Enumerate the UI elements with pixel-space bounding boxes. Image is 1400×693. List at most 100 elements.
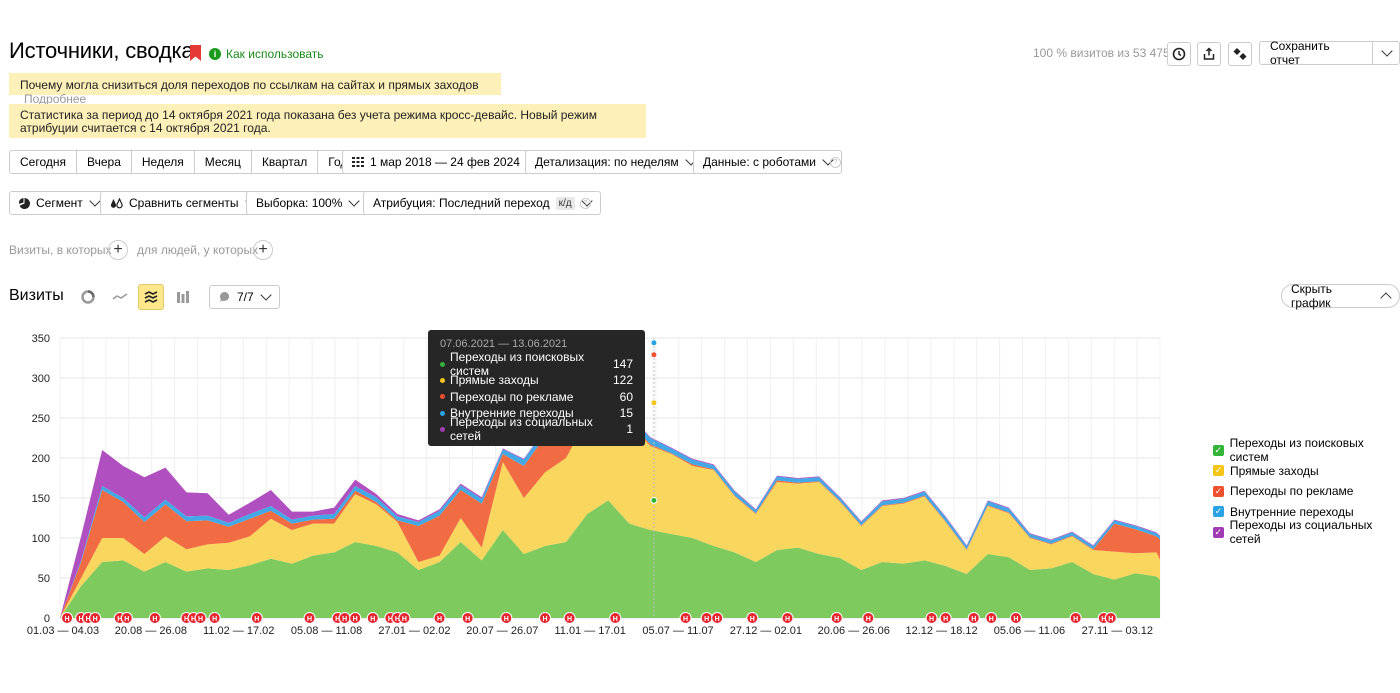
annotation-marker [830, 612, 843, 624]
legend-item-search[interactable]: ✓ Переходы из поисковых систем [1213, 436, 1400, 464]
chevron-up-icon [1380, 292, 1392, 304]
annotation-marker-label: Н [437, 616, 442, 623]
series-filter-dropdown[interactable]: 7/7 [209, 285, 280, 309]
period-week[interactable]: Неделя [130, 151, 194, 173]
checkbox-checked-icon[interactable]: ✓ [1213, 506, 1224, 518]
hide-chart-label: Скрыть график [1291, 282, 1332, 310]
annotation-marker-label: Н [1013, 616, 1018, 623]
period-quarter[interactable]: Квартал [250, 151, 317, 173]
y-tick-label: 250 [32, 413, 50, 425]
compare-button[interactable] [1228, 42, 1252, 66]
annotation-marker-label: Н [93, 616, 98, 623]
save-dropdown-toggle[interactable] [1373, 45, 1399, 57]
period-today[interactable]: Сегодня [20, 155, 66, 169]
annotation-marker [967, 612, 980, 624]
highlight-dot [650, 399, 658, 407]
chevron-down-icon [260, 289, 272, 301]
annotation-marker-label: Н [353, 616, 358, 623]
annotation-marker-label: Н [395, 616, 400, 623]
checkbox-checked-icon[interactable]: ✓ [1213, 485, 1224, 497]
annotation-marker-label: Н [124, 616, 129, 623]
segment-dropdown[interactable]: Сегмент [9, 191, 109, 215]
annotation-marker [679, 612, 692, 624]
chart-type-area[interactable] [138, 284, 164, 310]
annotation-marker-label: Н [567, 616, 572, 623]
annotation-marker [208, 612, 221, 624]
x-tick-label: 20.08 — 26.08 [115, 625, 187, 637]
pie-chart-icon [81, 290, 95, 304]
annotation-marker-label: Н [613, 616, 618, 623]
annotation-marker-label: Н [943, 616, 948, 623]
annotation-marker-label: Н [79, 616, 84, 623]
dot-icon [440, 394, 445, 400]
chart-type-line[interactable] [107, 284, 133, 310]
add-people-condition-button[interactable]: + [253, 240, 273, 260]
attribution-dropdown[interactable]: Атрибуция: Последний переход к/д [363, 191, 601, 215]
tooltip-row-value: 122 [612, 373, 633, 388]
date-range-button[interactable]: 1 мар 2018 — 24 фев 2024 [342, 150, 530, 174]
period-month[interactable]: Месяц [193, 151, 251, 173]
tooltip-row-label: Прямые заходы [450, 373, 539, 388]
tooltip-row-value: 147 [612, 357, 633, 372]
detail-dropdown[interactable]: Детализация: по неделям [525, 150, 705, 174]
legend-item-direct[interactable]: ✓ Прямые заходы [1213, 461, 1400, 482]
bookmark-icon[interactable] [190, 45, 201, 61]
dot-icon [440, 426, 445, 432]
compare-segments-dropdown[interactable]: Сравнить сегменты [100, 191, 265, 215]
date-range-label: 1 мар 2018 — 24 фев 2024 [370, 155, 520, 169]
clock-icon [1172, 47, 1186, 61]
checkbox-checked-icon[interactable]: ✓ [1213, 526, 1224, 538]
tooltip-row: Переходы из поисковых систем 147 [440, 350, 633, 378]
sample-dropdown[interactable]: Выборка: 100% [246, 191, 369, 215]
chevron-down-icon [89, 195, 101, 207]
legend-label: Переходы из поисковых систем [1229, 436, 1364, 465]
legend-item-ads[interactable]: ✓ Переходы по рекламе [1213, 481, 1400, 502]
save-report-label[interactable]: Сохранить отчет [1260, 39, 1374, 67]
annotation-marker-label: Н [683, 616, 688, 623]
x-tick-label: 05.07 — 11.07 [642, 625, 713, 637]
annotation-marker [89, 612, 102, 624]
chart-type-bars[interactable] [170, 284, 196, 310]
x-tick-label: 01.03 — 04.03 [27, 625, 99, 637]
annotation-marker [366, 612, 379, 624]
history-button[interactable] [1167, 42, 1191, 66]
x-tick-label: 12.12 — 18.12 [906, 625, 978, 637]
highlight-dot [650, 496, 658, 504]
help-icon[interactable]: ? [830, 157, 841, 168]
tooltip-row: Внутренние переходы 15 [440, 405, 633, 421]
how-to-link[interactable]: i Как использовать [209, 47, 324, 61]
help-icon[interactable]: ? [580, 198, 591, 209]
annotation-marker-label: Н [212, 616, 217, 623]
annotation-marker-label: Н [198, 616, 203, 623]
annotation-marker-label: Н [542, 616, 547, 623]
cross-device-badge: к/д [555, 196, 575, 210]
checkbox-checked-icon[interactable]: ✓ [1213, 465, 1224, 477]
sample-label: Выборка: 100% [256, 196, 343, 210]
checkbox-checked-icon[interactable]: ✓ [1213, 444, 1224, 456]
legend-item-social[interactable]: ✓ Переходы из социальных сетей [1213, 518, 1400, 546]
export-button[interactable] [1197, 42, 1221, 66]
chevron-down-icon [1381, 45, 1393, 57]
legend-item-internal[interactable]: ✓ Внутренние переходы [1213, 502, 1400, 523]
compare-drops-icon [110, 197, 123, 208]
period-yesterday[interactable]: Вчера [76, 151, 131, 173]
add-visit-condition-button[interactable]: + [108, 240, 128, 260]
annotation-marker [781, 612, 794, 624]
x-tick-label: 05.08 — 11.08 [291, 625, 362, 637]
highlight-dot [650, 339, 658, 347]
info-icon: i [209, 48, 221, 60]
swap-icon [1233, 47, 1247, 61]
hide-chart-button[interactable]: Скрыть график [1281, 282, 1400, 310]
data-dropdown[interactable]: Данные: с роботами [693, 150, 842, 174]
chart-type-pie[interactable] [75, 284, 101, 310]
series-count-label: 7/7 [237, 290, 254, 304]
y-tick-label: 100 [32, 533, 50, 545]
annotation-marker [609, 612, 622, 624]
annotation-marker-label: Н [191, 616, 196, 623]
annotation-marker [862, 612, 875, 624]
notice-more-link[interactable]: Подробнее [24, 92, 87, 106]
annotation-marker [1069, 612, 1082, 624]
save-report-button[interactable]: Сохранить отчет [1259, 39, 1400, 67]
tooltip-row: Переходы по рекламе 60 [440, 389, 633, 405]
x-tick-label: 27.01 — 02.02 [378, 625, 450, 637]
